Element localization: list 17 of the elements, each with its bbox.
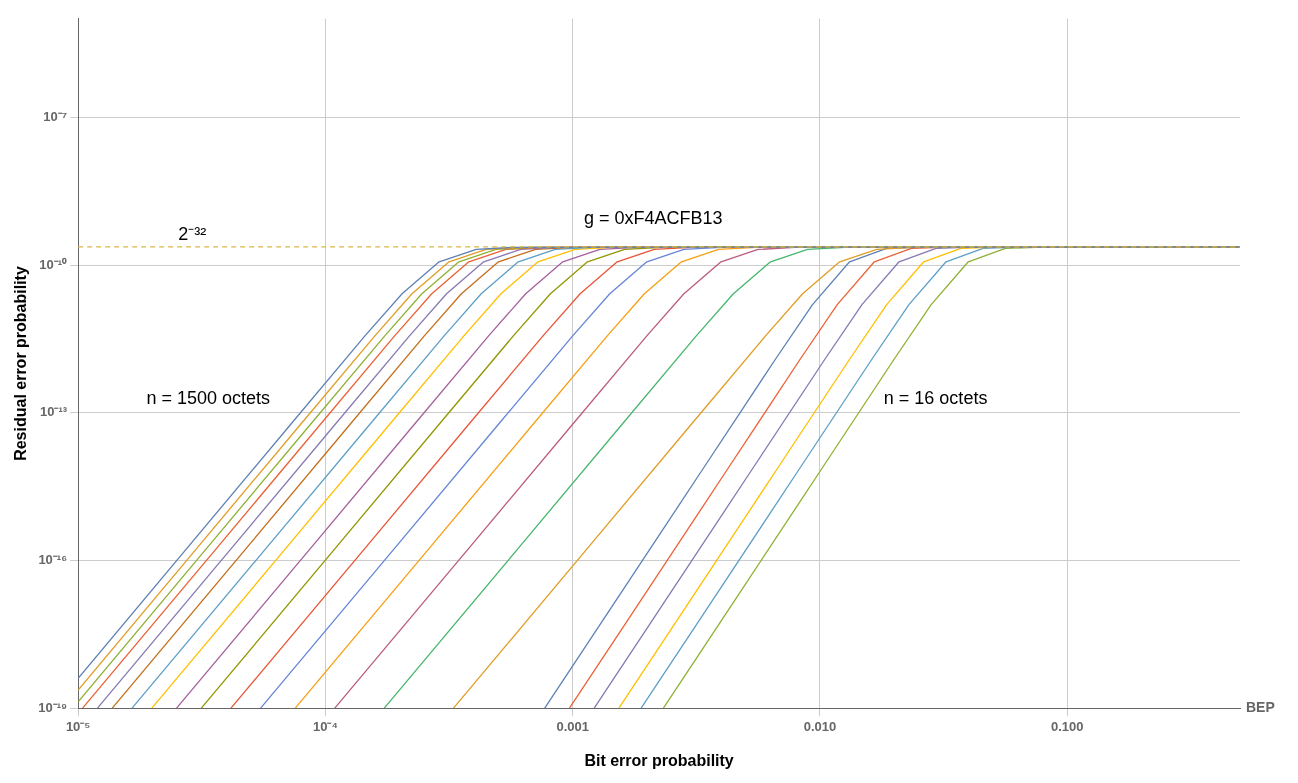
y-tick-label: 10⁻¹⁶ xyxy=(38,552,68,568)
annotation: g = 0xF4ACFB13 xyxy=(583,207,723,228)
text: BEP xyxy=(1246,699,1275,716)
x-axis-title: Bit error probability xyxy=(584,751,734,769)
y-tick-label: 10⁻⁷ xyxy=(43,108,68,124)
annotation: n = 16 octets xyxy=(883,388,988,409)
y-tick-label: 10⁻¹³ xyxy=(40,404,68,420)
x-tick-label: 0.001 xyxy=(556,718,589,734)
y-tick-label: 10⁻¹⁹ xyxy=(38,699,68,715)
ref-line-label: 2⁻³² xyxy=(178,223,207,244)
x-tick-label: 0.100 xyxy=(1050,718,1084,734)
x-tick-label: 10⁻⁵ xyxy=(65,718,91,734)
y-tick-label: 10⁻¹⁰ xyxy=(39,256,68,272)
x-tick-label: 0.010 xyxy=(803,718,837,734)
annotation: n = 1500 octets xyxy=(146,388,271,409)
y-axis-title: Residual error probability xyxy=(12,266,30,461)
x-tick-label: 10⁻⁴ xyxy=(312,718,338,734)
